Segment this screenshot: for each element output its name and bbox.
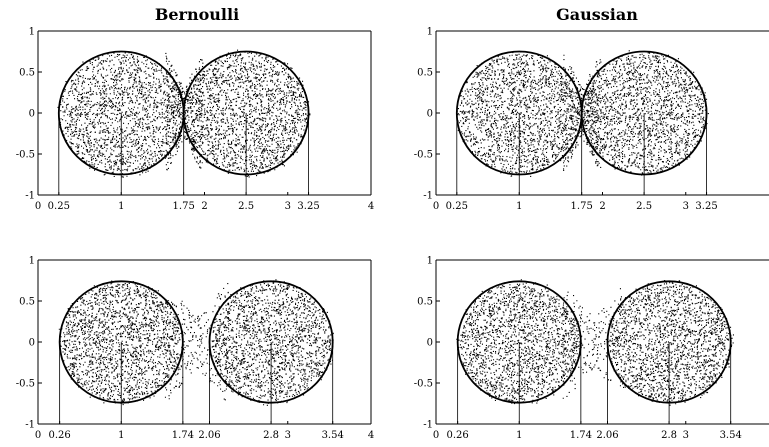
x-tick-label: 0 [35,201,41,212]
y-tick-label: -0.5 [414,379,433,390]
x-tick-label: 0 [35,430,41,441]
y-tick-label: 0.5 [19,68,35,79]
x-tick-label: 3.54 [322,430,344,441]
scatter-points [58,279,334,406]
x-tick-label: 3.25 [695,201,717,212]
circle-outline-2 [182,50,310,176]
scatter-panel-4: 10.50-0.5-10 0.26 1 1.74 2.06 2.8 3 3.54 [414,256,769,441]
scatter-points [456,50,709,177]
x-tick-label: 2.8 [661,430,677,441]
y-tick-label: 0 [427,338,433,349]
scatter-panel-3: 10.50-0.5-10 0.26 1 1.74 2.06 2.8 3 3.54 4 [16,256,374,442]
x-tick-label: 1.75 [173,201,195,212]
circle-outline-2 [580,50,708,176]
x-tick-label: 3 [683,201,689,212]
y-tick-label: 1 [29,27,35,38]
y-tick-label: -1 [423,420,433,431]
y-tick-label: 0 [427,109,433,120]
y-tick-label: 0 [29,338,35,349]
circle-outline-1 [456,280,582,404]
scatter-points [57,49,311,178]
y-tick-label: 0 [29,109,35,120]
circle-outline-1 [58,280,184,404]
column-title-bernoulli: Bernoulli [155,5,239,24]
x-tick-label: 2.5 [636,201,652,212]
x-tick-label: 1.74 [570,430,592,441]
column-title-gaussian: Gaussian [556,5,638,24]
x-tick-label: 0.25 [48,201,70,212]
y-tick-label: 0.5 [417,68,433,79]
x-tick-label: 3 [285,430,291,441]
scatter-points [456,279,734,406]
y-tick-label: 0.5 [19,297,35,308]
x-tick-label: 3.54 [720,430,742,441]
x-tick-label: 2.8 [263,430,279,441]
scatter-panel-1: 10.50-0.5-10 0.25 1 1.75 2 2.5 3 3.25 4 [16,27,374,213]
x-tick-label: 3 [285,201,291,212]
y-tick-label: 1 [427,256,433,267]
x-tick-label: 2.06 [198,430,220,441]
x-tick-label: 4 [368,430,374,441]
y-tick-label: -0.5 [16,150,35,161]
x-tick-label: 3.25 [297,201,319,212]
y-tick-label: -1 [25,420,35,431]
x-tick-label: 0.26 [447,430,469,441]
y-tick-label: -1 [423,191,433,202]
x-tick-label: 2.5 [238,201,254,212]
x-tick-label: 1 [516,201,522,212]
y-tick-label: 0.5 [417,297,433,308]
circle-outline-2 [208,280,334,404]
y-tick-label: -0.5 [414,150,433,161]
x-tick-label: 1.74 [172,430,194,441]
x-tick-label: 1 [516,430,522,441]
y-tick-label: -0.5 [16,379,35,390]
y-tick-label: 1 [29,256,35,267]
y-tick-label: -1 [25,191,35,202]
y-tick-label: 1 [427,27,433,38]
x-tick-label: 2 [201,201,207,212]
x-tick-label: 2.06 [596,430,618,441]
x-tick-label: 0 [433,201,439,212]
x-tick-label: 1 [118,430,124,441]
x-tick-label: 2 [599,201,605,212]
x-tick-label: 1.75 [571,201,593,212]
x-tick-label: 3 [683,430,689,441]
circle-outline-2 [606,280,732,404]
x-tick-label: 0 [433,430,439,441]
scatter-panel-2: 10.50-0.5-10 0.25 1 1.75 2 2.5 3 3.25 [414,27,769,212]
x-tick-label: 0.25 [446,201,468,212]
x-tick-label: 1 [118,201,124,212]
x-tick-label: 4 [368,201,374,212]
x-tick-label: 0.26 [49,430,71,441]
